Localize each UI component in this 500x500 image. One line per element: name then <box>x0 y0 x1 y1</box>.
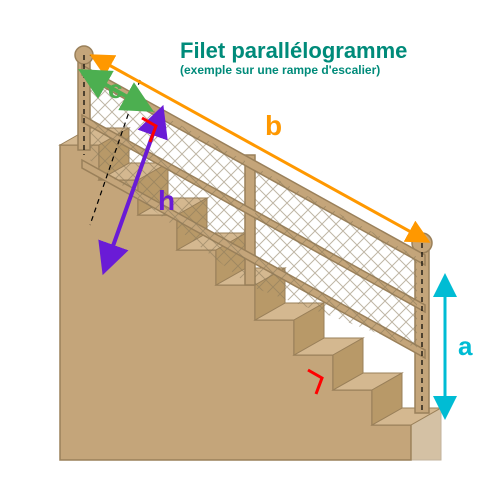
diagram-subtitle: (exemple sur une rampe d'escalier) <box>180 63 380 77</box>
diagram-canvas: Filet parallélogramme (exemple sur une r… <box>0 0 500 500</box>
label-c: c <box>108 74 122 104</box>
diagram-title: Filet parallélogramme <box>180 38 407 63</box>
label-a: a <box>458 331 473 361</box>
label-b: b <box>265 110 282 141</box>
label-h: h <box>158 185 175 216</box>
